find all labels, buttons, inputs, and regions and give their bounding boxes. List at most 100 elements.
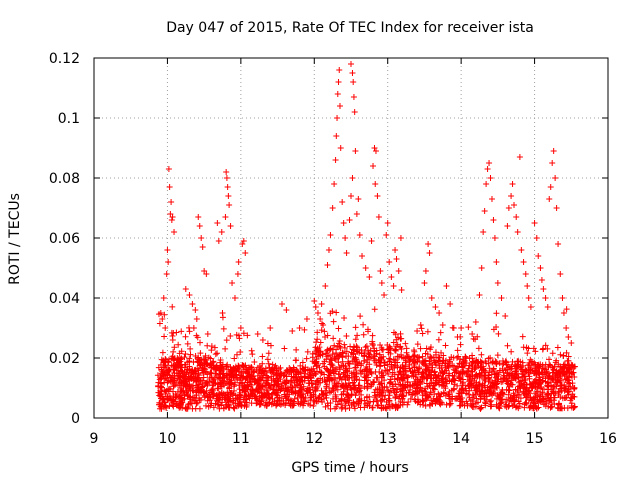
data-point xyxy=(246,377,253,384)
data-point xyxy=(553,205,560,211)
data-point xyxy=(435,336,442,343)
data-point xyxy=(324,353,331,360)
data-point xyxy=(546,372,553,379)
data-point xyxy=(370,163,377,169)
data-point xyxy=(365,328,372,335)
data-point xyxy=(381,292,388,298)
data-point xyxy=(494,280,501,286)
x-tick-label: 12 xyxy=(305,431,323,447)
data-point xyxy=(227,397,234,404)
data-point xyxy=(435,396,442,403)
data-point xyxy=(166,184,173,190)
data-point xyxy=(292,390,299,397)
data-point xyxy=(484,384,491,391)
y-tick-label: 0.06 xyxy=(49,231,80,247)
data-point xyxy=(504,223,511,229)
data-point xyxy=(161,358,168,365)
data-point xyxy=(489,359,496,366)
data-point xyxy=(340,370,347,377)
data-point xyxy=(540,286,547,292)
data-point xyxy=(258,370,265,377)
data-point xyxy=(326,389,333,396)
data-point xyxy=(532,348,539,355)
data-point xyxy=(449,362,456,369)
data-point xyxy=(481,208,488,214)
data-point xyxy=(219,310,226,316)
data-point xyxy=(223,363,230,370)
data-point xyxy=(385,346,392,353)
data-point xyxy=(282,369,289,376)
data-point xyxy=(499,396,506,403)
data-point xyxy=(309,380,316,387)
data-point xyxy=(496,367,503,374)
data-point xyxy=(523,391,530,398)
data-point xyxy=(213,362,220,369)
data-point xyxy=(386,379,393,386)
data-point xyxy=(363,343,370,350)
data-point xyxy=(164,393,171,400)
data-point xyxy=(556,370,563,377)
data-point xyxy=(203,271,210,277)
data-point xyxy=(333,349,340,356)
data-point xyxy=(398,385,405,392)
data-point xyxy=(219,361,226,368)
data-point xyxy=(455,392,462,399)
data-point xyxy=(404,353,411,360)
data-point xyxy=(159,401,166,408)
data-point xyxy=(438,382,445,389)
data-point xyxy=(369,338,376,345)
data-point xyxy=(276,372,283,379)
data-point xyxy=(335,79,342,85)
data-point xyxy=(192,395,199,402)
data-point xyxy=(457,341,464,348)
data-point xyxy=(426,401,433,408)
data-point xyxy=(355,388,362,395)
data-point xyxy=(476,292,483,298)
data-point xyxy=(520,381,527,388)
data-point xyxy=(210,404,217,411)
data-point xyxy=(351,405,358,412)
data-point xyxy=(557,271,564,277)
data-point xyxy=(544,345,551,352)
data-point xyxy=(193,378,200,385)
data-point xyxy=(376,351,383,358)
data-point xyxy=(337,374,344,381)
data-point xyxy=(258,384,265,390)
data-point xyxy=(488,397,495,404)
data-point xyxy=(222,401,229,408)
data-point xyxy=(206,378,213,385)
data-point xyxy=(498,379,505,386)
data-point xyxy=(369,342,376,349)
data-point xyxy=(438,375,445,382)
data-point xyxy=(226,404,233,411)
data-point xyxy=(411,367,418,374)
data-point xyxy=(215,401,222,408)
data-point xyxy=(377,268,384,274)
data-point xyxy=(565,386,572,393)
data-point xyxy=(156,399,163,406)
data-point xyxy=(364,359,371,366)
data-point xyxy=(330,364,337,371)
data-point xyxy=(441,360,448,367)
data-point xyxy=(366,393,373,400)
data-point xyxy=(497,391,504,398)
data-point xyxy=(248,347,255,354)
data-point xyxy=(168,199,175,205)
data-point xyxy=(390,356,397,363)
data-point xyxy=(545,390,552,397)
y-tick-label: 0 xyxy=(71,411,80,427)
x-tick-label: 16 xyxy=(599,431,617,447)
data-point xyxy=(426,250,433,256)
data-point xyxy=(158,375,165,382)
data-point xyxy=(383,384,390,391)
data-point xyxy=(565,334,572,340)
data-point xyxy=(384,361,391,368)
data-point xyxy=(334,91,341,97)
data-point xyxy=(275,383,282,390)
data-point xyxy=(432,304,439,310)
data-point xyxy=(411,363,418,370)
data-point xyxy=(369,404,376,411)
data-point xyxy=(189,405,196,412)
data-point xyxy=(245,391,252,398)
data-point xyxy=(509,358,516,365)
